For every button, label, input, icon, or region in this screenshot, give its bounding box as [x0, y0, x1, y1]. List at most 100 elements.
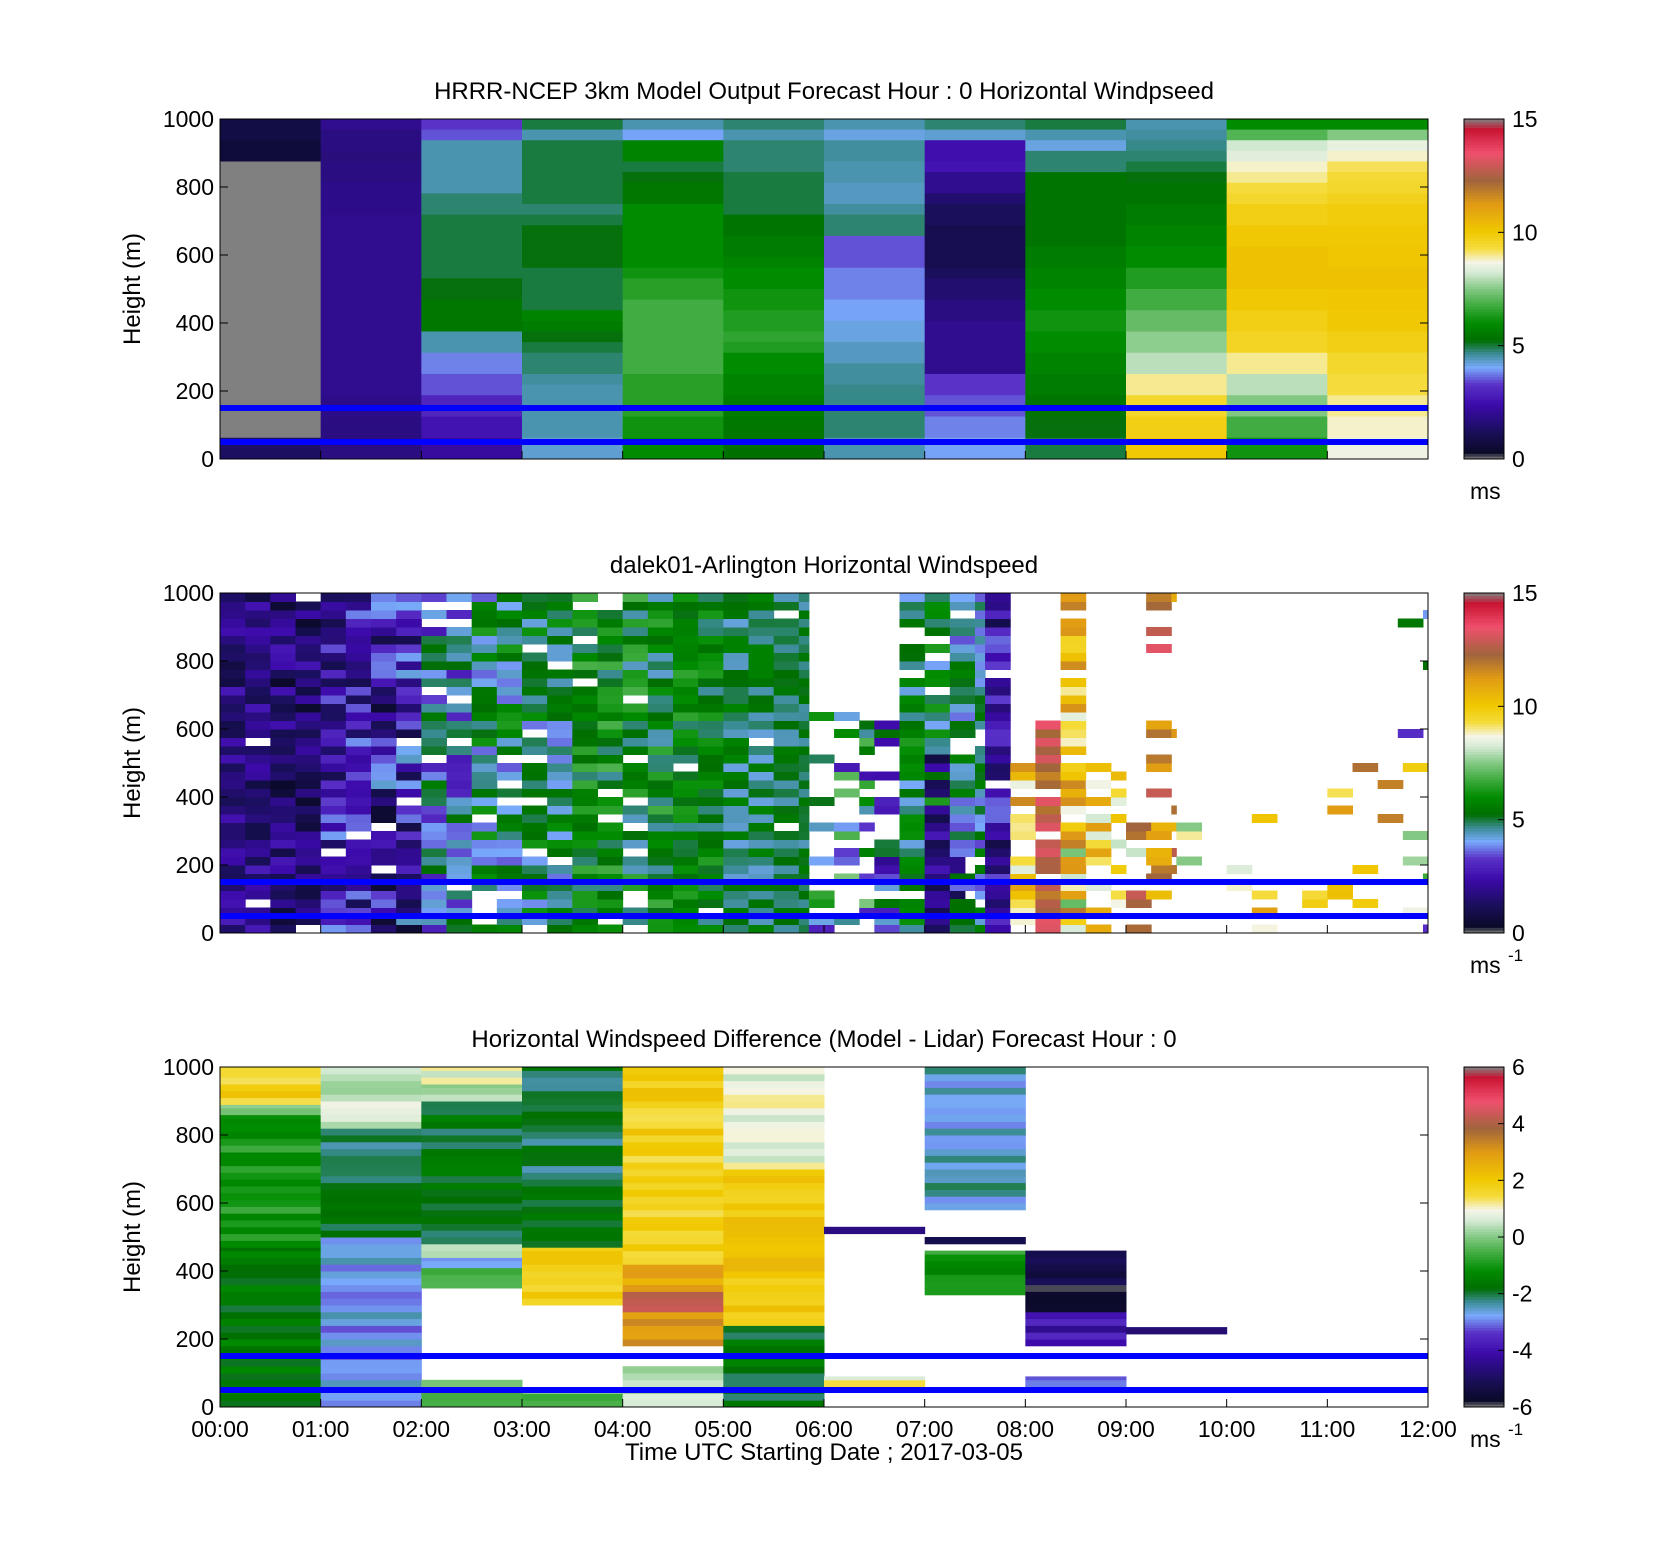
heatmap-cell — [985, 695, 1011, 704]
heatmap-cell — [899, 805, 926, 815]
heatmap-cell — [874, 873, 900, 883]
heatmap-cell — [547, 737, 573, 747]
colorbar-swatch — [1464, 615, 1504, 619]
heatmap-cell — [698, 729, 724, 738]
heatmap-cell — [220, 1257, 322, 1265]
heatmap-cell — [572, 822, 598, 832]
colorbar-unit: ms — [1470, 952, 1501, 978]
heatmap-cell — [220, 1379, 322, 1388]
heatmap-cell — [320, 1203, 422, 1211]
colorbar-swatch — [1464, 675, 1504, 679]
heatmap-cell — [396, 652, 422, 662]
heatmap-cell — [673, 797, 699, 806]
heatmap-cell — [924, 763, 951, 772]
heatmap-cell — [1025, 1318, 1127, 1326]
colorbar-swatch — [1464, 731, 1504, 736]
heatmap-cell — [220, 635, 246, 645]
heatmap-cell — [345, 737, 372, 747]
colorbar-swatch — [1464, 342, 1504, 347]
heatmap-cell — [421, 140, 523, 152]
heatmap-cell — [522, 331, 624, 343]
heatmap-cell — [1146, 720, 1172, 730]
heatmap-cell — [522, 661, 548, 670]
heatmap-cell — [647, 695, 674, 704]
colorbar-swatch — [1464, 638, 1504, 642]
heatmap-cell — [471, 822, 498, 832]
heatmap-cell — [698, 635, 724, 645]
heatmap-cell — [1060, 720, 1087, 730]
heatmap-cell — [320, 289, 422, 301]
heatmap-cell — [949, 890, 966, 900]
heatmap-cell — [421, 150, 523, 162]
heatmap-cell — [522, 720, 548, 730]
heatmap-cell — [824, 1379, 926, 1388]
heatmap-cell — [320, 342, 422, 354]
heatmap-cell — [622, 1284, 724, 1292]
colorbar-swatch — [1464, 1259, 1504, 1263]
y-axis-label: Height (m) — [119, 1181, 146, 1293]
heatmap-cell — [1226, 310, 1328, 322]
heatmap-cell — [245, 627, 271, 636]
heatmap-cell — [924, 1169, 1026, 1177]
heatmap-cell — [949, 916, 976, 925]
heatmap-cell — [748, 780, 775, 789]
heatmap-cell — [320, 1087, 422, 1095]
colorbar-swatch — [1464, 763, 1504, 767]
heatmap-cell — [924, 805, 951, 815]
heatmap-cell — [1060, 797, 1087, 806]
heatmap-cell — [647, 771, 674, 781]
heatmap-cell — [1025, 331, 1127, 343]
heatmap-cell — [421, 899, 447, 908]
colorbar-swatch — [1464, 870, 1504, 874]
y-tick-label: 400 — [176, 310, 214, 336]
colorbar-swatch — [1464, 678, 1504, 682]
heatmap-cell — [748, 712, 775, 721]
heatmap-cell — [723, 278, 825, 290]
heatmap-cell — [647, 593, 674, 602]
heatmap-cell — [899, 678, 926, 687]
heatmap-cell — [1025, 278, 1127, 290]
heatmap-cell — [824, 405, 926, 417]
colorbar-tick-label: -2 — [1512, 1281, 1532, 1307]
heatmap-cell — [1327, 267, 1429, 279]
heatmap-cell — [220, 780, 246, 789]
heatmap-cell — [522, 865, 548, 874]
colorbar-swatch — [1464, 1140, 1504, 1144]
heatmap-cell — [698, 814, 724, 823]
heatmap-cell — [1327, 172, 1429, 184]
heatmap-cell — [320, 320, 422, 332]
heatmap-cell — [824, 1376, 926, 1381]
heatmap-cell — [522, 1070, 624, 1078]
colorbar-swatch — [1464, 277, 1504, 281]
heatmap-cell — [723, 352, 825, 364]
heatmap-cell — [748, 593, 775, 602]
heatmap-cell — [899, 652, 926, 662]
heatmap-cell — [773, 712, 800, 721]
heatmap-cell — [270, 695, 296, 704]
heatmap-cell — [421, 1203, 523, 1211]
heatmap-cell — [874, 907, 900, 917]
heatmap-cell — [396, 899, 422, 908]
heatmap-cell — [698, 788, 724, 798]
panel-title: HRRR-NCEP 3km Model Output Forecast Hour… — [434, 78, 1214, 105]
colorbar-swatch — [1464, 1200, 1504, 1204]
heatmap-cell — [899, 661, 926, 670]
colorbar-swatch — [1464, 1282, 1504, 1286]
heatmap-cell — [220, 193, 322, 205]
heatmap-cell — [320, 374, 422, 386]
colorbar-swatch — [1464, 155, 1504, 160]
heatmap-cell — [220, 771, 246, 781]
heatmap-cell — [471, 652, 498, 662]
heatmap-cell — [396, 703, 422, 713]
colorbar-swatch — [1464, 1191, 1504, 1195]
heatmap-cell — [723, 839, 749, 849]
heatmap-cell — [270, 865, 296, 874]
heatmap-cell — [446, 788, 473, 798]
heatmap-cell — [396, 729, 422, 738]
heatmap-cell — [924, 1260, 1026, 1269]
heatmap-cell — [320, 1073, 422, 1082]
heatmap-cell — [522, 1067, 624, 1071]
heatmap-cell — [975, 703, 986, 713]
heatmap-cell — [622, 856, 649, 866]
heatmap-cell — [1110, 839, 1127, 849]
